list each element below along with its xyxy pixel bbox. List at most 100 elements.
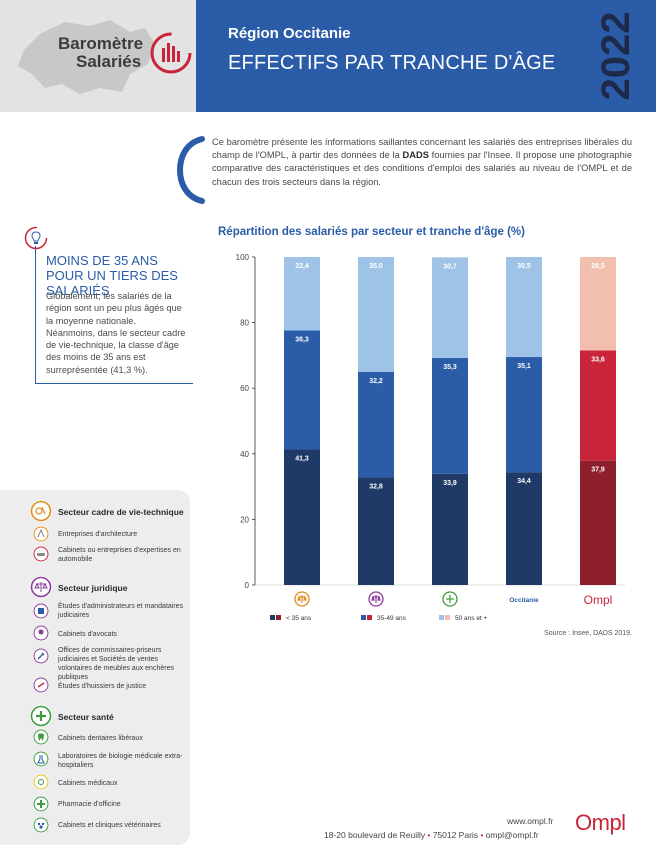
legend-label: 35-49 ans [377,615,407,622]
legend-swatch [445,615,450,620]
bar-segment [432,257,468,359]
bar-segment [432,358,468,474]
barometer-logo-icon [150,32,192,74]
legend-label: 50 ans et + [455,615,488,622]
legend-item: Cabinets ou entreprises d'expertises en … [58,547,181,563]
legend-item: Cabinets et cliniques vétérinaires [58,822,161,829]
bar-data-label: 22,4 [295,263,309,270]
laboratoire-icon [33,751,49,767]
x-category-label: Ompl [584,593,613,607]
note-text: Globalement, les salariés de la région s… [46,291,186,375]
bar-segment [580,460,616,585]
automobile-expertise-icon [33,546,49,562]
bar-segment [506,357,542,473]
sante-icon [442,591,458,607]
bar-data-label: 41,3 [295,456,309,463]
bar-data-label: 30,7 [443,263,457,270]
bar-data-label: 30,5 [517,263,531,270]
legend-item: Cabinets dentaires libéraux [58,735,143,742]
y-tick-label: 40 [240,450,249,459]
footer-address: 18-20 boulevard de Reuilly • 75012 Paris… [324,830,539,840]
legend-swatch [439,615,444,620]
bar-data-label: 36,3 [295,336,309,343]
legend-item: Pharmacie d'officine [58,801,121,808]
administrateurs-icon [33,603,49,619]
bar-data-label: 32,2 [369,378,383,385]
huissiers-icon [33,677,49,693]
y-tick-label: 20 [240,515,249,524]
bar-segment [506,257,542,358]
lightbulb-icon [24,226,48,250]
legend-heading-juridique: Secteur juridique [58,583,128,593]
bar-segment [580,350,616,461]
logo-text-line2: Salariés [76,52,142,71]
legend-swatch [367,615,372,620]
bar-data-label: 33,9 [443,480,457,487]
sante-icon [30,705,52,727]
dentaire-icon [33,729,49,745]
ompl-logo: Ompl [575,810,626,835]
y-tick-label: 80 [240,319,249,328]
bar-data-label: 35,3 [443,364,457,371]
y-tick-label: 60 [240,384,249,393]
year-label: 2022 [594,12,638,101]
y-tick-label: 100 [236,253,250,262]
page-title: EFFECTIFS PAR TRANCHE D'ÂGE [228,52,556,74]
architecture-icon [33,526,49,542]
juridique-icon [30,576,52,598]
svg-text:2022: 2022 [594,12,638,101]
legend-swatch [361,615,366,620]
note-title: MOINS DE 35 ANS POUR UN TIERS DES SALARI… [46,253,178,298]
legend-swatch [270,615,275,620]
x-category-label: Occitanie [509,597,539,604]
legend-item: Laboratoires de biologie médicale extra-… [58,753,183,769]
bar-segment [284,257,320,331]
note-box [35,246,193,384]
region-map-icon [18,20,155,94]
bar-segment [358,371,394,478]
bar-data-label: 28,5 [591,263,605,270]
bar-segment [358,257,394,372]
footer-website-link[interactable]: www.ompl.fr [507,816,554,826]
bar-data-label: 33,6 [591,356,605,363]
logo-text-line1: Baromètre [58,34,144,53]
bar-segment [284,330,320,450]
legend-item: Offices de commissaires-priseurs judicia… [58,647,174,681]
bar-segment [506,472,542,585]
juridique-icon [368,591,384,607]
pharmacie-icon [33,796,49,812]
bar-segment [358,477,394,585]
chart-source: Source : Insee, DADS 2019. [544,630,632,637]
legend-item: Cabinets médicaux [58,780,118,787]
commissaires-priseurs-icon [33,648,49,664]
y-tick-label: 0 [245,581,250,590]
bar-data-label: 35,1 [517,363,531,370]
veterinaire-icon [33,817,49,833]
sector-legend-panel [0,490,190,845]
region-name: Région Occitanie [228,25,351,42]
legend-heading-cadre: Secteur cadre de vie-technique [58,507,184,517]
intro-bracket-icon [176,136,205,204]
bar-segment [432,473,468,585]
legend-heading-sante: Secteur santé [58,712,114,722]
chart-title: Répartition des salariés par secteur et … [218,226,525,238]
legend-label: < 35 ans [286,615,312,622]
dads-term: DADS [402,150,429,161]
stacked-bar-chart: 0 20 40 60 80 100 41,3 36,3 22,4 32,8 32,2 35,0 33,9… [236,253,625,622]
intro-text: Ce baromètre présente les informations s… [212,137,632,187]
footer-email-link[interactable]: ompl@ompl.fr [485,830,539,840]
legend-item: Cabinets d'avocats [58,631,117,638]
avocats-icon [33,625,49,641]
cadre-de-vie-technique-icon [294,591,310,607]
legend-item: Entreprises d'architecture [58,531,138,538]
legend-item: Études d'huissiers de justice [58,683,147,690]
cabinets-medicaux-icon [33,774,49,790]
bar-segment [580,257,616,351]
bar-data-label: 35,0 [369,263,383,270]
legend-swatch [276,615,281,620]
legend-item: Études d'administrateurs et mandataires … [58,603,184,619]
bar-data-label: 34,4 [517,478,531,485]
cadre-de-vie-technique-icon [30,500,52,522]
bar-data-label: 32,8 [369,483,383,490]
bar-segment [284,449,320,585]
